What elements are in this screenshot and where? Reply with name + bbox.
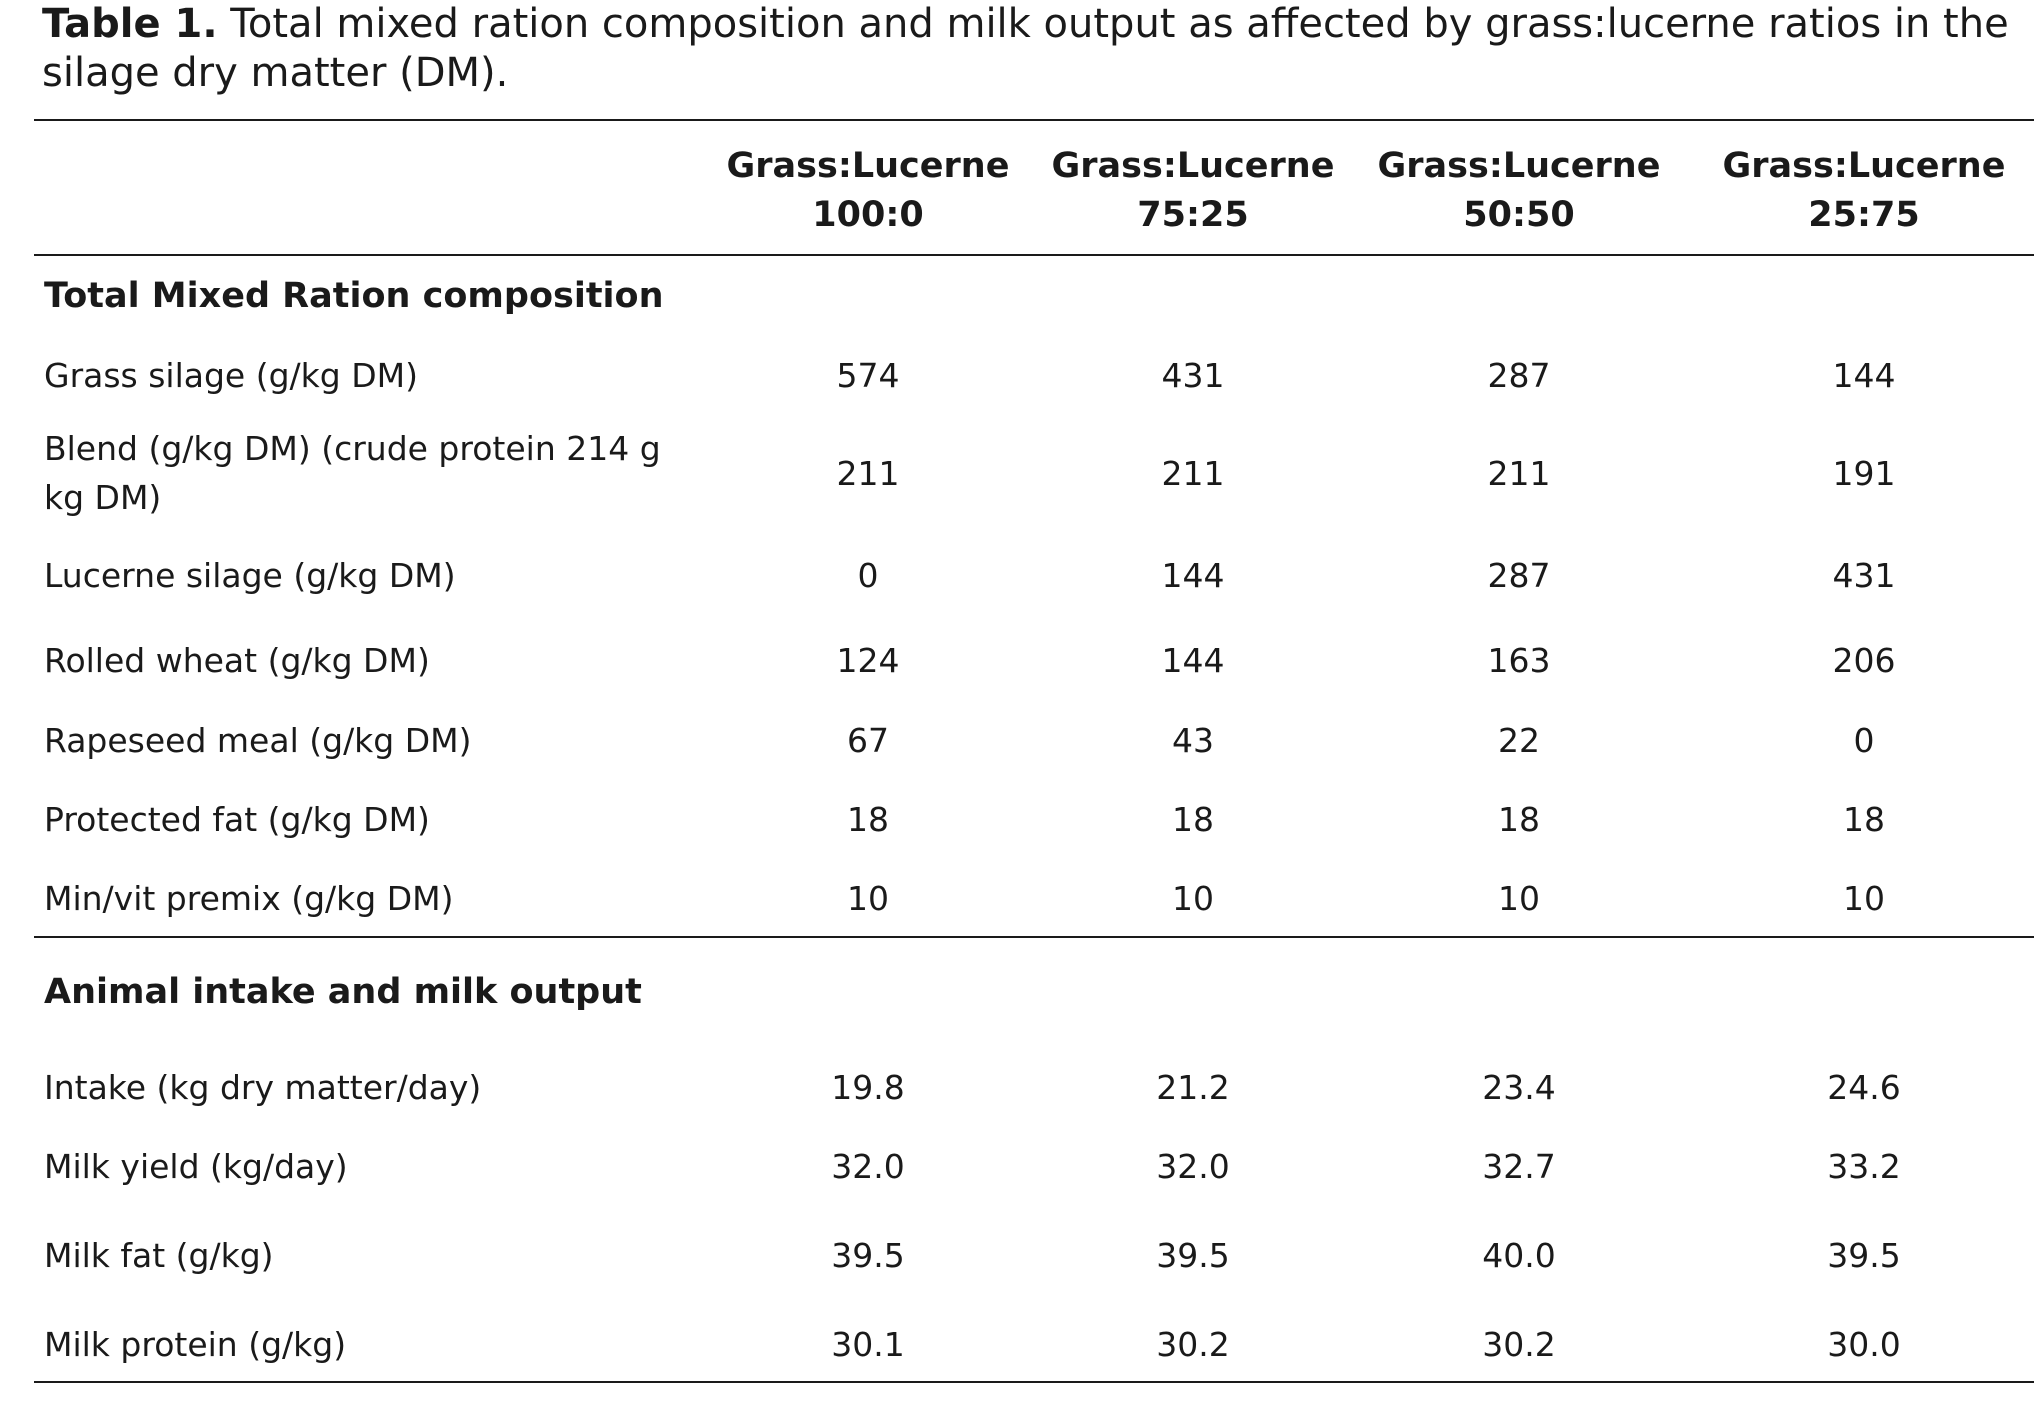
- table-cell: 163: [1487, 641, 1551, 680]
- table-cell: 211: [1161, 454, 1225, 493]
- table-cell: 144: [1832, 356, 1896, 395]
- column-header: Grass:Lucerne 50:50: [1369, 142, 1669, 240]
- table-cell: 124: [836, 641, 900, 680]
- row-label: Intake (kg dry matter/day): [44, 1068, 482, 1107]
- row-label: Grass silage (g/kg DM): [44, 356, 418, 395]
- table-cell: 33.2: [1827, 1147, 1901, 1186]
- column-header-line2: 50:50: [1463, 195, 1575, 235]
- table-cell: 24.6: [1827, 1068, 1901, 1107]
- table-cell: 30.2: [1482, 1325, 1556, 1364]
- table-cell: 39.5: [831, 1236, 905, 1275]
- table-cell: 19.8: [831, 1068, 905, 1107]
- column-header-line2: 25:75: [1808, 195, 1920, 235]
- column-header: Grass:Lucerne 25:75: [1714, 142, 2014, 240]
- row-label: Milk yield (kg/day): [44, 1147, 348, 1186]
- table-cell: 39.5: [1156, 1236, 1230, 1275]
- table-cell: 10: [1172, 879, 1214, 918]
- table-cell: 431: [1161, 356, 1225, 395]
- table-cell: 211: [1487, 454, 1551, 493]
- table-cell: 21.2: [1156, 1068, 1230, 1107]
- column-header-line1: Grass:Lucerne: [1377, 146, 1661, 186]
- table-cell: 39.5: [1827, 1236, 1901, 1275]
- row-label: Rolled wheat (g/kg DM): [44, 641, 430, 680]
- column-header-line1: Grass:Lucerne: [1051, 146, 1335, 186]
- table-cell: 32.0: [1156, 1147, 1230, 1186]
- column-header-line1: Grass:Lucerne: [1722, 146, 2006, 186]
- table-cell: 18: [847, 800, 889, 839]
- column-header-line2: 100:0: [812, 195, 924, 235]
- table-cell: 22: [1498, 721, 1540, 760]
- table-cell: 287: [1487, 556, 1551, 595]
- row-label: Milk fat (g/kg): [44, 1236, 274, 1275]
- table-cell: 10: [1498, 879, 1540, 918]
- column-header: Grass:Lucerne 75:25: [1043, 142, 1343, 240]
- table-cell: 30.2: [1156, 1325, 1230, 1364]
- header-rule: [34, 254, 2034, 256]
- table-cell: 18: [1843, 800, 1885, 839]
- column-header-line2: 75:25: [1137, 195, 1249, 235]
- caption-label: Table 1.: [42, 1, 218, 47]
- section-title: Total Mixed Ration composition: [44, 276, 664, 316]
- table-cell: 32.7: [1482, 1147, 1556, 1186]
- table-cell: 23.4: [1482, 1068, 1556, 1107]
- column-header-line1: Grass:Lucerne: [726, 146, 1010, 186]
- section-title: Animal intake and milk output: [44, 972, 642, 1012]
- table-cell: 574: [836, 356, 900, 395]
- table-cell: 206: [1832, 641, 1896, 680]
- table-cell: 40.0: [1482, 1236, 1556, 1275]
- column-header: Grass:Lucerne 100:0: [718, 142, 1018, 240]
- table-cell: 18: [1172, 800, 1214, 839]
- table-cell: 10: [1843, 879, 1885, 918]
- table-cell: 287: [1487, 356, 1551, 395]
- row-label: Lucerne silage (g/kg DM): [44, 556, 456, 595]
- table-cell: 43: [1172, 721, 1214, 760]
- row-label: Protected fat (g/kg DM): [44, 800, 430, 839]
- row-label: Rapeseed meal (g/kg DM): [44, 721, 472, 760]
- top-rule: [34, 119, 2034, 121]
- table-cell: 144: [1161, 641, 1225, 680]
- table-cell: 32.0: [831, 1147, 905, 1186]
- table-cell: 191: [1832, 454, 1896, 493]
- caption-text: Total mixed ration composition and milk …: [42, 1, 2009, 96]
- table-cell: 211: [836, 454, 900, 493]
- table-cell: 30.1: [831, 1325, 905, 1364]
- table-cell: 144: [1161, 556, 1225, 595]
- table-cell: 0: [1853, 721, 1875, 760]
- table-cell: 10: [847, 879, 889, 918]
- table-caption: Table 1. Total mixed ration composition …: [42, 0, 2032, 98]
- section-rule: [34, 936, 2034, 938]
- row-label: Min/vit premix (g/kg DM): [44, 879, 454, 918]
- table-cell: 0: [857, 556, 879, 595]
- row-label: Milk protein (g/kg): [44, 1325, 347, 1364]
- row-label: Blend (g/kg DM) (crude protein 214 g kg …: [44, 429, 661, 517]
- table-cell: 18: [1498, 800, 1540, 839]
- table-cell: 431: [1832, 556, 1896, 595]
- bottom-rule: [34, 1381, 2034, 1383]
- table-cell: 30.0: [1827, 1325, 1901, 1364]
- table-cell: 67: [847, 721, 889, 760]
